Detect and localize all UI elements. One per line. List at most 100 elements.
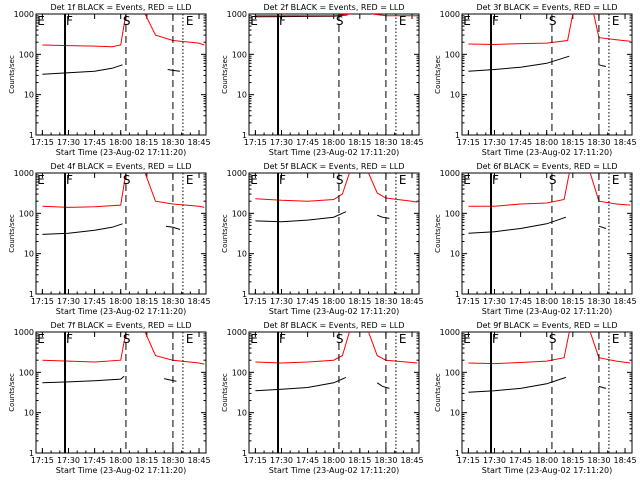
lld-series-line: [42, 14, 127, 48]
marker-label-f: F: [66, 332, 73, 346]
chart-panel: Det 5f BLACK = Events, RED = LLD 1 10 100 10…: [221, 162, 424, 316]
chart-title: Det 7f BLACK = Events, RED = LLD: [50, 321, 191, 330]
x-tick-label: 18:15: [561, 456, 584, 465]
y-tick-label: 1: [29, 290, 34, 299]
x-tick-label: 18:45: [188, 456, 211, 465]
marker-label-f: F: [492, 14, 499, 28]
marker-label-f: F: [66, 14, 73, 28]
y-tick-label: 1: [242, 131, 247, 140]
events-series-line: [164, 378, 177, 382]
x-tick-label: 17:15: [457, 456, 480, 465]
plot-frame: [35, 13, 207, 136]
x-tick-label: 17:45: [296, 297, 319, 306]
y-tick-label: 10: [450, 91, 460, 100]
lld-series-line: [42, 332, 127, 363]
chart-panel: Det 7f BLACK = Events, RED = LLD 1 10 100 10…: [8, 321, 211, 475]
x-axis-title: Start Time (23-Aug-02 17:11:20): [269, 466, 400, 475]
y-tick-label: 1: [29, 131, 34, 140]
chart-title: Det 9f BLACK = Events, RED = LLD: [476, 321, 617, 330]
events-series-line: [468, 216, 567, 234]
y-tick-label: 1000: [227, 328, 247, 337]
y-axis-title: Counts/sec: [434, 55, 442, 94]
lld-series-line: [368, 173, 418, 203]
x-tick-label: 18:00: [322, 297, 345, 306]
marker-label-e-left: E: [37, 14, 45, 28]
x-tick-label: 17:45: [509, 297, 532, 306]
x-axis-title: Start Time (23-Aug-02 17:11:20): [56, 466, 187, 475]
x-axis-title: Start Time (23-Aug-02 17:11:20): [269, 148, 400, 157]
x-tick-label: 18:30: [161, 297, 184, 306]
x-tick-label: 18:45: [401, 456, 424, 465]
marker-label-s: S: [549, 332, 557, 346]
x-tick-label: 18:00: [109, 297, 132, 306]
x-tick-label: 18:15: [348, 297, 371, 306]
x-axis-title: Start Time (23-Aug-02 17:11:20): [56, 148, 187, 157]
x-tick-label: 17:45: [83, 297, 106, 306]
y-tick-label: 1000: [14, 169, 34, 178]
marker-label-e-left: E: [250, 14, 258, 28]
x-tick-label: 18:45: [401, 297, 424, 306]
x-tick-label: 18:15: [135, 456, 158, 465]
x-tick-label: 18:30: [161, 138, 184, 147]
events-series-line: [255, 211, 347, 223]
x-tick-label: 18:15: [135, 297, 158, 306]
plot-frame: [248, 13, 420, 136]
y-tick-label: 1000: [440, 169, 460, 178]
marker-label-e-left: E: [463, 332, 471, 346]
marker-label-s: S: [336, 173, 344, 187]
y-tick-label: 10: [237, 250, 247, 259]
marker-label-e-left: E: [250, 332, 258, 346]
x-axis-title: Start Time (23-Aug-02 17:11:20): [56, 307, 187, 316]
chart-panel: Det 1f BLACK = Events, RED = LLD 1 10 100 10…: [8, 3, 211, 157]
x-tick-label: 17:15: [31, 138, 54, 147]
chart-panel: Det 8f BLACK = Events, RED = LLD 1 10 100 10…: [221, 321, 424, 475]
x-tick-label: 17:30: [483, 138, 506, 147]
events-series-line: [377, 214, 390, 219]
lld-series-line: [42, 173, 127, 208]
y-tick-label: 1000: [440, 10, 460, 19]
marker-label-s: S: [123, 14, 131, 28]
x-tick-label: 17:15: [457, 297, 480, 306]
y-tick-label: 10: [24, 250, 34, 259]
marker-label-e-left: E: [250, 173, 258, 187]
x-tick-label: 17:30: [57, 138, 80, 147]
chart-title: Det 5f BLACK = Events, RED = LLD: [263, 162, 404, 171]
chart-title: Det 1f BLACK = Events, RED = LLD: [50, 3, 191, 12]
y-tick-label: 100: [19, 209, 34, 218]
y-tick-label: 1000: [14, 10, 34, 19]
events-series-line: [167, 69, 180, 72]
y-tick-label: 100: [445, 368, 460, 377]
chart-title: Det 4f BLACK = Events, RED = LLD: [50, 162, 191, 171]
y-tick-label: 100: [19, 50, 34, 59]
y-axis-title: Counts/sec: [221, 214, 229, 253]
events-series-line: [376, 382, 390, 389]
x-tick-label: 18:15: [348, 456, 371, 465]
y-axis-title: Counts/sec: [434, 214, 442, 253]
chart-panel: Det 4f BLACK = Events, RED = LLD 1 10 100 10…: [8, 162, 211, 316]
y-axis-title: Counts/sec: [8, 214, 16, 253]
x-tick-label: 18:30: [374, 456, 397, 465]
y-tick-label: 100: [445, 50, 460, 59]
x-tick-label: 18:15: [561, 138, 584, 147]
x-tick-label: 17:30: [57, 456, 80, 465]
series-group: [42, 173, 205, 235]
chart-title: Det 2f BLACK = Events, RED = LLD: [263, 3, 404, 12]
marker-label-s: S: [123, 173, 131, 187]
x-tick-label: 17:30: [270, 138, 293, 147]
x-tick-label: 18:00: [109, 138, 132, 147]
y-tick-label: 100: [232, 209, 247, 218]
plot-frame: [461, 331, 633, 454]
x-tick-label: 18:00: [322, 138, 345, 147]
x-tick-label: 17:15: [31, 456, 54, 465]
y-tick-label: 10: [450, 409, 460, 418]
lld-series-line: [368, 332, 418, 364]
x-tick-label: 18:30: [587, 456, 610, 465]
x-tick-label: 17:45: [296, 456, 319, 465]
plot-frame: [248, 172, 420, 295]
marker-label-f: F: [279, 173, 286, 187]
x-tick-label: 17:45: [509, 138, 532, 147]
x-tick-label: 18:00: [535, 297, 558, 306]
lld-series-line: [144, 14, 205, 46]
chart-panel: Det 2f BLACK = Events, RED = LLD 1 10 100 10…: [221, 3, 424, 157]
